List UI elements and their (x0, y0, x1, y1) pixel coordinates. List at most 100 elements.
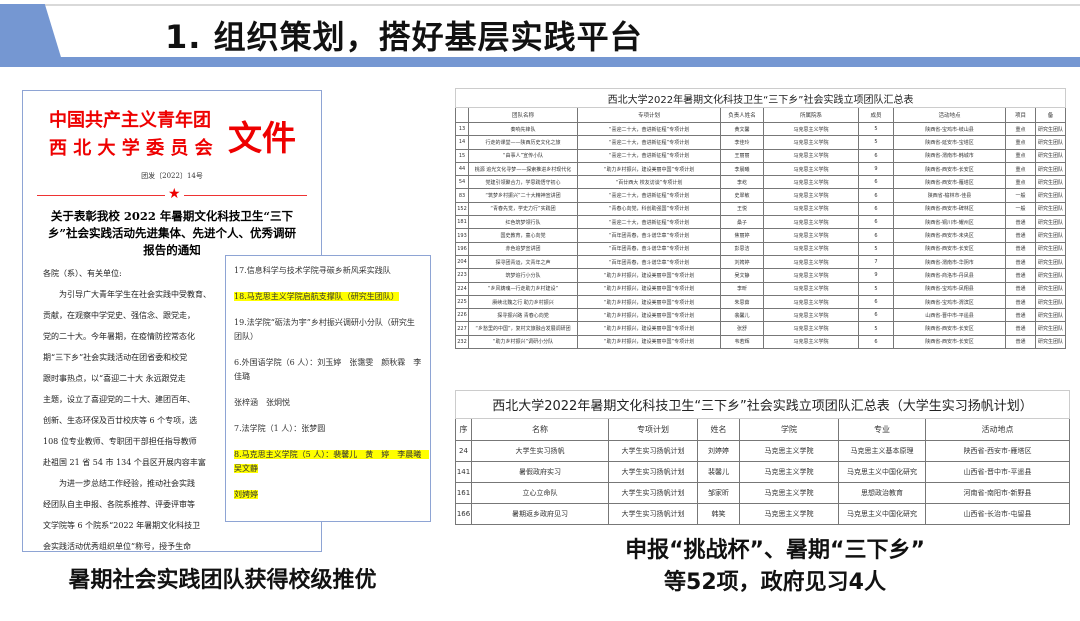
table-cell: 王悦 (720, 201, 764, 217)
table-cell: 马克思主义学院 (739, 461, 839, 483)
table-cell: 党建引领聚合力，学思践悟守初心 (468, 175, 578, 190)
table-cell: 研究生团队 (1034, 161, 1067, 177)
table-cell: 马克思主义学院 (763, 215, 859, 230)
table-row: 24 大学生实习扬帆 大学生实习扬帆计划 刘婷婷 马克思主义学院 马克思主义基本原理 陕西省… (455, 440, 1071, 462)
document-org: 中国共产主义青年团西 北 大 学 委 员 会 (49, 107, 219, 163)
column-header[interactable]: 名称 (471, 418, 609, 441)
body-line: 为引导广大青年学生在社会实践中受教育、 (43, 290, 211, 299)
award-text: 19.法学院“砺法为宇”乡村振兴调研小分队（研究生团队） (234, 318, 415, 341)
table-cell: 陕西省-西安市-雁塔区 (924, 440, 1071, 462)
column-header[interactable]: 负责人姓名 (720, 107, 764, 123)
table-cell: 15 (455, 148, 469, 163)
table-cell: 14 (455, 135, 469, 150)
table-cell: 探寻振兴路 青春心向党 (468, 308, 578, 323)
table-cell: 13 (455, 121, 469, 137)
column-header[interactable]: 活动地点 (893, 107, 1006, 123)
table-cell: 刘婷婷 (697, 440, 740, 462)
column-header[interactable]: 项目 (1005, 107, 1036, 123)
column-header[interactable]: 专项计划 (608, 418, 698, 441)
table-row: 83 “筑梦乡村振兴”二十大精神宣讲团 “喜迎二十大，奋进新征程”专项计划 史翠敏 马克… (455, 188, 1067, 203)
table-cell: 大学生实习扬帆计划 (608, 482, 698, 504)
table-row: 15 “由事人”宣传小队 “喜迎二十大，奋进新征程”专项计划 王丽丽 马克思主义学院 6 陕… (455, 148, 1067, 163)
document-body: 各院（系）、有关单位: 为引导广大青年学生在社会实践中受教育、 贡献，在观察中学党… (43, 263, 225, 557)
table-cell: 韩笑 (697, 503, 740, 525)
table-cell: 韦若辉 (720, 334, 764, 350)
table-cell: 6 (858, 188, 894, 203)
award-line: 18.马克思主义学院启航支撑队（研究生团队） (234, 290, 422, 304)
body-line: 经团队自主申报、各院系推荐、评委评审等 (43, 500, 195, 509)
table-cell: 193 (455, 228, 469, 243)
table-cell: 山西省-晋中市-平遥县 (924, 461, 1071, 483)
table-cell: 马克思主义学院 (763, 188, 859, 203)
column-header[interactable]: 成员 (858, 107, 894, 123)
table-cell: 暑期返乡政府见习 (471, 503, 609, 525)
table-cell: “百年团青春，奋斗谱华章”专项计划 (577, 241, 721, 256)
table-cell: 陕西省-西安市-碑林区 (893, 201, 1006, 217)
header-tab (0, 4, 64, 67)
table-cell: “筑梦乡村振兴”二十大精神宣讲团 (468, 188, 578, 203)
column-header[interactable] (455, 107, 469, 123)
table-cell: “助力乡村振兴，建设美丽中国”专项计划 (577, 161, 721, 177)
table-cell: 探寻团青运，文青年之声 (468, 254, 578, 270)
table-cell: 研究生团队 (1034, 334, 1067, 350)
table-cell: 张舒 (720, 321, 764, 336)
column-header[interactable]: 所属院系 (763, 107, 859, 123)
body-line: 文学院等 6 个院系“2022 年暑期文化科技卫 (43, 521, 201, 530)
table-cell: 陕西省-渭南市-韩城市 (893, 148, 1006, 163)
table-cell: 普通 (1005, 268, 1036, 283)
table-cell: 大学生实习扬帆计划 (608, 440, 698, 462)
table-cell: “助力乡村振兴”调研小分队 (468, 334, 578, 350)
column-header[interactable]: 学院 (739, 418, 839, 441)
table-cell: 6 (858, 228, 894, 243)
column-header[interactable]: 活动地点 (924, 418, 1071, 441)
column-header[interactable]: 专业 (838, 418, 926, 441)
table-cell: 马克思主义学院 (763, 148, 859, 163)
column-header[interactable]: 团队名称 (468, 107, 578, 123)
table-cell: 马克思主义学院 (763, 294, 859, 310)
table-cell: 普通 (1005, 228, 1036, 243)
column-header[interactable]: 姓名 (697, 418, 740, 441)
table-title: 西北大学2022年暑期文化科技卫生“三下乡”社会实践立项团队汇总表（大学生实习扬… (454, 390, 1071, 419)
table-cell: 马克思主义学院 (739, 482, 839, 504)
table-cell: 李昕 (720, 281, 764, 296)
table-cell: 马克思主义学院 (763, 121, 859, 137)
table-cell: 研究生团队 (1034, 254, 1067, 270)
award-list-excerpt: 17.信息科学与技术学院寻碳乡新风采实践队 18.马克思主义学院启航支撑队（研究生… (225, 255, 431, 522)
table-cell: “喜迎二十大，奋进新征程”专项计划 (577, 188, 721, 203)
table-cell: 5 (858, 121, 894, 137)
table-cell: 陕西省-渭南市-华阴市 (893, 254, 1006, 270)
table-cell: 普通 (1005, 215, 1036, 230)
column-header[interactable]: 备 (1034, 107, 1067, 123)
award-text: 7.法学院（1 人）：张梦圆 (234, 424, 326, 433)
table-cell: 223 (455, 268, 469, 283)
table-cell: 225 (455, 294, 469, 310)
table-cell: 陕西省-榆林市-佳县 (893, 188, 1006, 203)
caption-right-line2: 等52项，政府见习4人 (664, 570, 886, 595)
table-cell: 国史教育，童心向党 (468, 228, 578, 243)
table-cell: 邹家昕 (697, 482, 740, 504)
table-cell: 陕西省-西安市-雁塔区 (893, 175, 1006, 190)
table-cell: 马克思主义中国化研究 (838, 503, 926, 525)
body-line: 主题，设立了喜迎党的二十大、建团百年、 (43, 395, 195, 404)
table-cell: 研究生团队 (1034, 228, 1067, 243)
table-cell: 山西省-晋中市-平遥县 (893, 308, 1006, 323)
table-cell: 204 (455, 254, 469, 270)
table-cell: 6 (858, 308, 894, 323)
award-line: 7.法学院（1 人）：张梦圆 (234, 422, 422, 436)
table-cell: 研究生团队 (1034, 268, 1067, 283)
table-cell: “百年团青春，奋斗谱华章”专项计划 (577, 254, 721, 270)
table-cell: “喜迎二十大，奋进新征程”专项计划 (577, 135, 721, 150)
column-header[interactable]: 专项计划 (577, 107, 721, 123)
table-cell: 研究生团队 (1034, 294, 1067, 310)
table-row: 13 奏响先锋队 “喜迎二十大，奋进新征程”专项计划 黄文馨 马克思主义学院 5 陕西省-宝… (455, 121, 1067, 137)
table-cell: 陕西省-宝鸡市-渭滨区 (893, 294, 1006, 310)
table-cell: 马克思主义学院 (763, 268, 859, 283)
table-row: 181 红色筑梦领行队 “喜迎二十大，奋进新征程”专项计划 桑子 马克思主义学院 6 陕西省… (455, 215, 1067, 230)
table-cell: 马克思主义学院 (739, 440, 839, 462)
column-header[interactable]: 序 (455, 418, 472, 441)
table-row: 224 “乡风铸魂—行走助力乡村建设” “助力乡村振兴，建设美丽中国”专项计划 李昕马… (455, 281, 1067, 296)
table-row: 166 暑期返乡政府见习 大学生实习扬帆计划 韩笑 马克思主义学院 马克思主义中国化研究山… (455, 503, 1071, 525)
table-cell: 马克思主义基本原理 (838, 440, 926, 462)
table-row: 196 赤色追梦宣讲团 “百年团青春，奋斗谱华章”专项计划 彭思洁 马克思主义学院 5 陕西… (455, 241, 1067, 256)
table-cell: 152 (455, 201, 469, 217)
